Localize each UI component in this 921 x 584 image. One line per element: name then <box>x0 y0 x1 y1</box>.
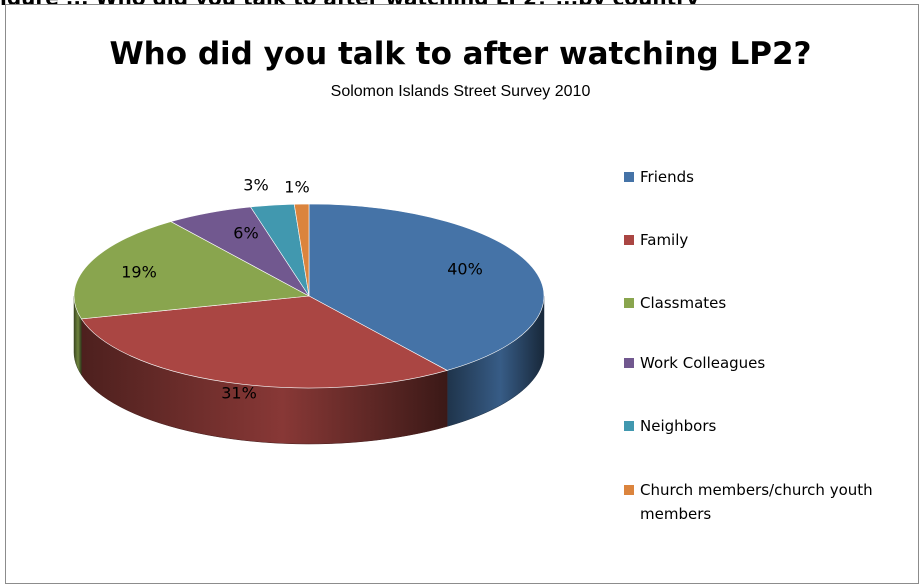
pie-slice-classmates <box>73 221 311 320</box>
legend-swatch <box>624 172 634 182</box>
pie-labels: 40% 31% 19% 6% 3% 1% <box>121 176 483 403</box>
legend-label: Work Colleagues <box>640 354 766 372</box>
legend-label: Neighbors <box>640 417 717 435</box>
chart-subtitle: Solomon Islands Street Survey 2010 <box>330 83 591 100</box>
legend-swatch <box>624 421 634 431</box>
legend-label: Family <box>640 231 689 249</box>
data-label-classmates: 19% <box>121 263 157 282</box>
pie-top <box>73 203 545 389</box>
legend-label: Church members/church youth members <box>640 481 873 523</box>
legend-swatch <box>624 485 634 495</box>
pie-slice-friends <box>308 203 545 371</box>
pie-slice-church-members-church-youth-members <box>293 203 310 297</box>
legend-label: Classmates <box>640 294 727 312</box>
data-label-church-members-church-youth-members: 1% <box>284 178 309 197</box>
data-label-friends: 40% <box>447 260 483 279</box>
data-label-work-colleagues: 6% <box>233 224 258 243</box>
data-label-neighbors: 3% <box>243 176 268 195</box>
legend-swatch <box>624 235 634 245</box>
data-label-family: 31% <box>221 384 257 403</box>
chart-title: Who did you talk to after watching LP2? <box>109 36 812 72</box>
legend-label: Friends <box>640 168 694 186</box>
legend-swatch <box>624 298 634 308</box>
pie-slice-family <box>80 295 448 389</box>
legend-swatch <box>624 358 634 368</box>
